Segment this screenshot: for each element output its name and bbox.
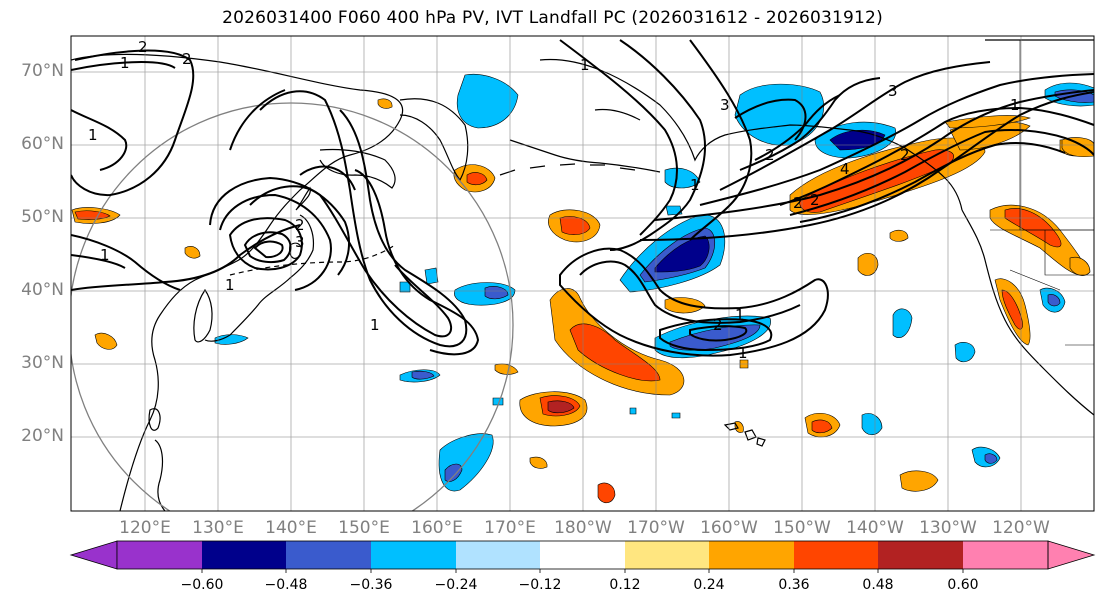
contour-label: 2	[138, 38, 148, 56]
lon-label: 150°W	[773, 518, 831, 538]
contour-label: 1	[738, 344, 748, 362]
colorbar-high-arrow	[1047, 540, 1096, 570]
graticule	[71, 36, 1094, 511]
lat-label: 30°N	[21, 353, 64, 373]
lon-label: 120°E	[119, 518, 171, 538]
contour-label: 1	[225, 276, 235, 294]
colorbar-tick-label: −0.12	[518, 577, 562, 593]
colorbar-segment	[625, 541, 709, 569]
colorbar-frame	[116, 540, 1049, 570]
lon-label: 120°W	[992, 518, 1050, 538]
contour-label: 2	[793, 194, 803, 212]
colorbar-tick-label: −0.36	[349, 577, 393, 593]
lat-label: 40°N	[21, 280, 64, 300]
pv-contours	[71, 39, 1094, 357]
lon-label: 160°W	[700, 518, 758, 538]
colorbar-segment	[709, 541, 794, 569]
lat-label: 60°N	[21, 134, 64, 154]
contour-label: 1	[1010, 96, 1020, 114]
political-borders	[990, 40, 1094, 346]
contour-label: 2	[713, 316, 723, 334]
colorbar-segment	[456, 541, 540, 569]
lon-label: 140°W	[846, 518, 904, 538]
colorbar-tick-label: 0.48	[862, 577, 894, 593]
colorbar	[69, 540, 1096, 573]
colorbar-segment	[117, 541, 202, 569]
contour-label: 1	[370, 316, 380, 334]
lon-label: 170°E	[484, 518, 536, 538]
colorbar-segment	[286, 541, 371, 569]
lon-label: 150°E	[338, 518, 390, 538]
dashed-contour	[229, 244, 396, 276]
colorbar-tick-label: −0.24	[434, 577, 478, 593]
contour-label: 1	[120, 54, 130, 72]
colorbar-segment	[540, 541, 625, 569]
contour-label: 1	[580, 56, 590, 74]
pv-shading	[71, 74, 1094, 504]
contour-label: 1	[735, 306, 745, 324]
lat-label: 50°N	[21, 207, 64, 227]
colorbar-tick-label: −0.60	[180, 577, 224, 593]
colorbar-segment	[963, 541, 1048, 569]
contour-label: 3	[720, 96, 730, 114]
lon-label: 180°W	[554, 518, 612, 538]
colorbar-segment	[371, 541, 456, 569]
map-title: 2026031400 F060 400 hPa PV, IVT Landfall…	[222, 8, 883, 28]
contour-label: 2	[765, 146, 775, 164]
colorbar-segment	[878, 541, 963, 569]
contour-label-group: 2 2 1 1 1 1 3 2 1 1 3 2 1 2 1 2 1 4 2 3 …	[88, 38, 1020, 362]
lat-label: 20°N	[21, 426, 64, 446]
map-frame	[70, 35, 1095, 512]
colorbar-segment	[794, 541, 878, 569]
contour-label: 2	[900, 146, 910, 164]
landfall-radius-circle	[71, 102, 514, 511]
lon-label: 140°E	[265, 518, 317, 538]
contour-label: 2	[182, 50, 192, 68]
contour-label: 1	[100, 246, 110, 264]
contour-label: 2	[810, 191, 820, 209]
lon-label: 160°E	[411, 518, 463, 538]
colorbar-tick-label: 0.12	[609, 577, 641, 593]
colorbar-tick-label: −0.48	[264, 577, 308, 593]
contour-label: 2	[295, 216, 305, 234]
contour-label: 3	[888, 82, 898, 100]
colorbar-low-arrow	[69, 540, 118, 570]
lat-label: 70°N	[21, 61, 64, 81]
contour-label: 4	[840, 160, 850, 178]
contour-label: 1	[690, 176, 700, 194]
lon-label: 130°W	[919, 518, 977, 538]
colorbar-tick-label: 0.24	[693, 577, 725, 593]
colorbar-tick-label: 0.60	[947, 577, 979, 593]
contour-label: 1	[88, 126, 98, 144]
lon-label: 130°E	[192, 518, 244, 538]
colorbar-segment	[202, 541, 286, 569]
map-plot-area	[71, 36, 1094, 511]
contour-label: 3	[295, 233, 305, 251]
lon-label: 170°W	[627, 518, 685, 538]
colorbar-tick-label: 0.36	[778, 577, 810, 593]
